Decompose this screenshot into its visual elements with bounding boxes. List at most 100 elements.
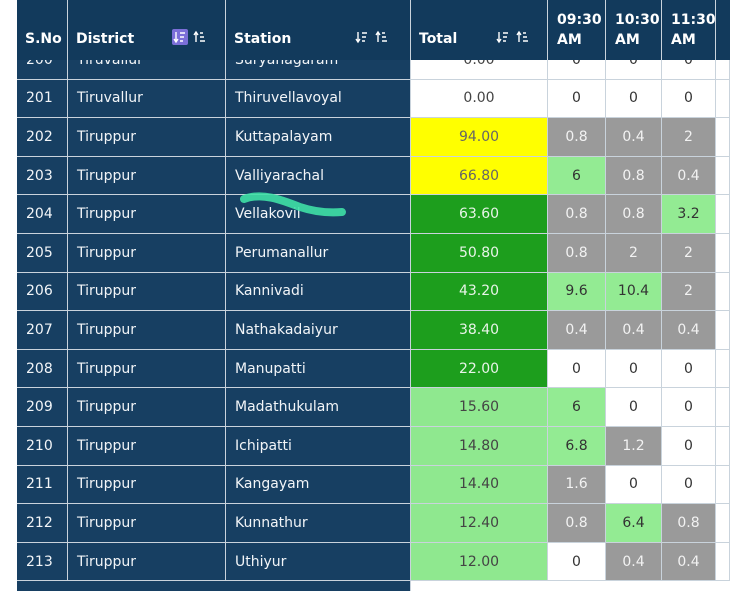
station: Ichipatti [226,427,411,466]
district: Tiruppur [68,272,226,312]
district: Tiruppur [68,234,226,273]
total: 66.80 [411,156,548,196]
rain-1030: 0 [606,349,662,389]
rain-1030: 2 [606,234,662,273]
serial-number: 206 [17,272,68,312]
total: 12.40 [411,504,548,543]
district: Tiruppur [68,195,226,234]
column-header[interactable]: S.No [17,0,68,60]
rain-1130: 0 [662,465,716,505]
rain-0930: 0 [548,542,606,582]
rain-1130: 0 [662,79,716,119]
rain-1130: 0.4 [662,542,716,582]
rain-1130: 2 [662,118,716,157]
station: Manupatti [226,349,411,389]
rain-1130: 0 [662,349,716,389]
station: Kannivadi [226,272,411,312]
table-row: 206 Tiruppur Kannivadi 43.20 9.6 10.4 2 [0,272,730,312]
table-row: 205 Tiruppur Perumanallur 50.80 0.8 2 2 [0,234,730,273]
sort-icons[interactable] [354,29,390,47]
district: Tiruppur [68,504,226,543]
total: 22.00 [411,349,548,389]
total: 14.40 [411,465,548,505]
rain-1130: 0 [662,427,716,466]
district: Tiruppur [68,542,226,582]
district: Tiruppur [68,388,226,427]
total: 38.40 [411,311,548,350]
station: Kuttapalayam [226,118,411,157]
rain-1130: 0.4 [662,156,716,196]
district: Tiruppur [68,427,226,466]
rain-1030: 0.4 [606,118,662,157]
total: 43.20 [411,272,548,312]
table-header: S.No District Station Total 09:30 AM 10:30 AM… [17,0,730,60]
table-row-cropped [0,581,730,591]
rain-0930: 0.8 [548,195,606,234]
rain-0930: 0 [548,79,606,119]
table-row: 204 Tiruppur Vellakovil 63.60 0.8 0.8 3.2 [0,195,730,234]
rain-1030: 0.4 [606,311,662,350]
serial-number: 212 [17,504,68,543]
serial-number: 204 [17,195,68,234]
rain-1130: 3.2 [662,195,716,234]
column-header[interactable]: Total [411,0,548,60]
serial-number: 211 [17,465,68,505]
total: 14.80 [411,427,548,466]
serial-number: 209 [17,388,68,427]
rain-0930: 1.6 [548,465,606,505]
table-row: 212 Tiruppur Kunnathur 12.40 0.8 6.4 0.8 [0,504,730,543]
total: 94.00 [411,118,548,157]
sort-icons[interactable] [172,29,208,47]
rain-1030: 6.4 [606,504,662,543]
rain-0930: 6 [548,156,606,196]
serial-number: 202 [17,118,68,157]
rain-1030: 0 [606,465,662,505]
column-header[interactable]: District [68,0,226,60]
column-header[interactable]: 11:30 AM [662,0,716,60]
rain-0930: 9.6 [548,272,606,312]
district: Tiruppur [68,311,226,350]
district: Tiruppur [68,465,226,505]
serial-number: 207 [17,311,68,350]
table-row: 202 Tiruppur Kuttapalayam 94.00 0.8 0.4 2 [0,118,730,157]
table-row: 210 Tiruppur Ichipatti 14.80 6.8 1.2 0 [0,427,730,466]
total: 0.00 [411,79,548,119]
station: Uthiyur [226,542,411,582]
rain-1030: 1.2 [606,427,662,466]
station: Kunnathur [226,504,411,543]
station: Madathukulam [226,388,411,427]
sort-icons[interactable] [495,29,531,47]
rain-1030: 0 [606,79,662,119]
rain-1030: 0.8 [606,156,662,196]
table-row: 203 Tiruppur Valliyarachal 66.80 6 0.8 0.4 [0,156,730,196]
rain-0930: 0.4 [548,311,606,350]
column-header[interactable]: 09:30 AM [548,0,606,60]
rain-1030: 10.4 [606,272,662,312]
column-header[interactable]: 10:30 AM [606,0,662,60]
station: Perumanallur [226,234,411,273]
rain-0930: 0.8 [548,118,606,157]
station: Kangayam [226,465,411,505]
table-row: 211 Tiruppur Kangayam 14.40 1.6 0 0 [0,465,730,505]
total: 50.80 [411,234,548,273]
station: Valliyarachal [226,156,411,196]
rain-0930: 0.8 [548,234,606,273]
table-row: 209 Tiruppur Madathukulam 15.60 6 0 0 [0,388,730,427]
column-header[interactable]: Station [226,0,411,60]
serial-number: 213 [17,542,68,582]
rain-0930: 6.8 [548,427,606,466]
rain-0930: 0 [548,349,606,389]
district: Tiruppur [68,118,226,157]
rain-1030: 0 [606,388,662,427]
district: Tiruvallur [68,79,226,119]
table-row: 208 Tiruppur Manupatti 22.00 0 0 0 [0,349,730,389]
district: Tiruppur [68,156,226,196]
total: 15.60 [411,388,548,427]
rain-1130: 0.8 [662,504,716,543]
station: Nathakadaiyur [226,311,411,350]
rain-0930: 0.8 [548,504,606,543]
rain-1030: 0.4 [606,542,662,582]
cropped-cell [17,581,411,591]
